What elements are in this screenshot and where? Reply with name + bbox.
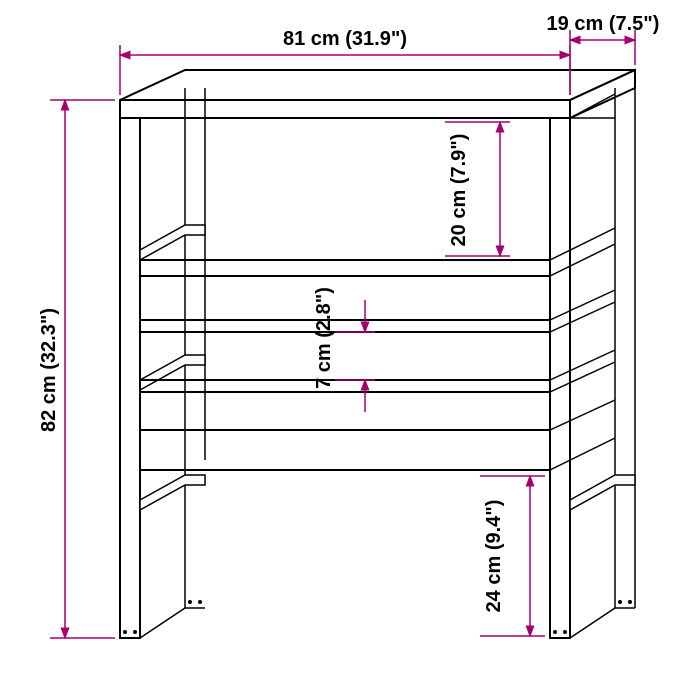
dim-leg-in: (9.4"): [483, 500, 505, 551]
dimension-diagram: 81 cm (31.9") 19 cm (7.5") 82 cm (32.3")…: [0, 0, 700, 700]
dim-width-in: (31.9"): [345, 28, 407, 50]
dim-depth-in: (7.5"): [609, 13, 660, 35]
dim-topopen-cm: 20 cm: [448, 190, 470, 247]
svg-text:19 cm (7.5"): 19 cm (7.5"): [547, 13, 660, 35]
svg-text:24 cm (9.4"): 24 cm (9.4"): [483, 500, 505, 613]
dim-slat-in: (2.8"): [313, 287, 335, 338]
dimension-annotations: 81 cm (31.9") 19 cm (7.5") 82 cm (32.3")…: [38, 13, 659, 638]
furniture-drawing: [120, 70, 635, 638]
dim-leg-cm: 24 cm: [483, 556, 505, 613]
dim-topopen-in: (7.9"): [448, 134, 470, 185]
svg-text:81 cm (31.9"): 81 cm (31.9"): [283, 28, 407, 50]
dim-height-cm: 82 cm: [38, 375, 60, 432]
dim-depth-cm: 19 cm: [547, 13, 604, 35]
svg-text:20 cm (7.9"): 20 cm (7.9"): [448, 134, 470, 247]
dim-width-cm: 81 cm: [283, 28, 340, 50]
dim-slat-cm: 7 cm: [313, 343, 335, 389]
dim-height-in: (32.3"): [38, 308, 60, 370]
svg-text:82 cm (32.3"): 82 cm (32.3"): [38, 308, 60, 432]
svg-text:7 cm (2.8"): 7 cm (2.8"): [313, 287, 335, 389]
